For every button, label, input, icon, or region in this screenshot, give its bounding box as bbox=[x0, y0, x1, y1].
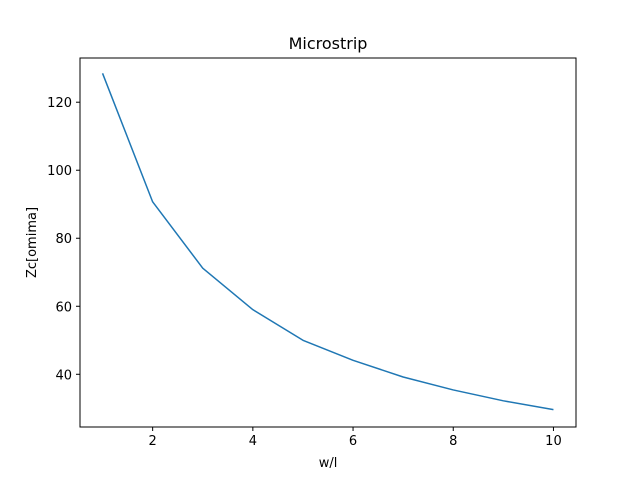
y-tick-label: 120 bbox=[47, 96, 72, 111]
plot-frame bbox=[79, 57, 577, 428]
plot-area bbox=[80, 58, 576, 427]
x-tick-label: 10 bbox=[545, 434, 562, 449]
x-axis: 2 4 6 8 10 bbox=[149, 427, 562, 449]
chart-title: Microstrip bbox=[289, 34, 368, 53]
y-tick-label: 100 bbox=[47, 164, 72, 179]
y-tick-label: 60 bbox=[55, 300, 72, 315]
x-tick-label: 2 bbox=[149, 434, 157, 449]
x-tick-label: 8 bbox=[449, 434, 457, 449]
y-tick-label: 80 bbox=[55, 232, 72, 247]
x-tick-label: 6 bbox=[349, 434, 357, 449]
series-line bbox=[101, 73, 554, 411]
y-tick-label: 40 bbox=[55, 368, 72, 383]
series-layer bbox=[101, 73, 554, 411]
x-tick-label: 4 bbox=[249, 434, 257, 449]
x-axis-label: w/l bbox=[319, 456, 338, 471]
y-axis-label: Zc[omima] bbox=[25, 207, 40, 278]
y-axis: 40 60 80 100 120 bbox=[47, 96, 80, 383]
